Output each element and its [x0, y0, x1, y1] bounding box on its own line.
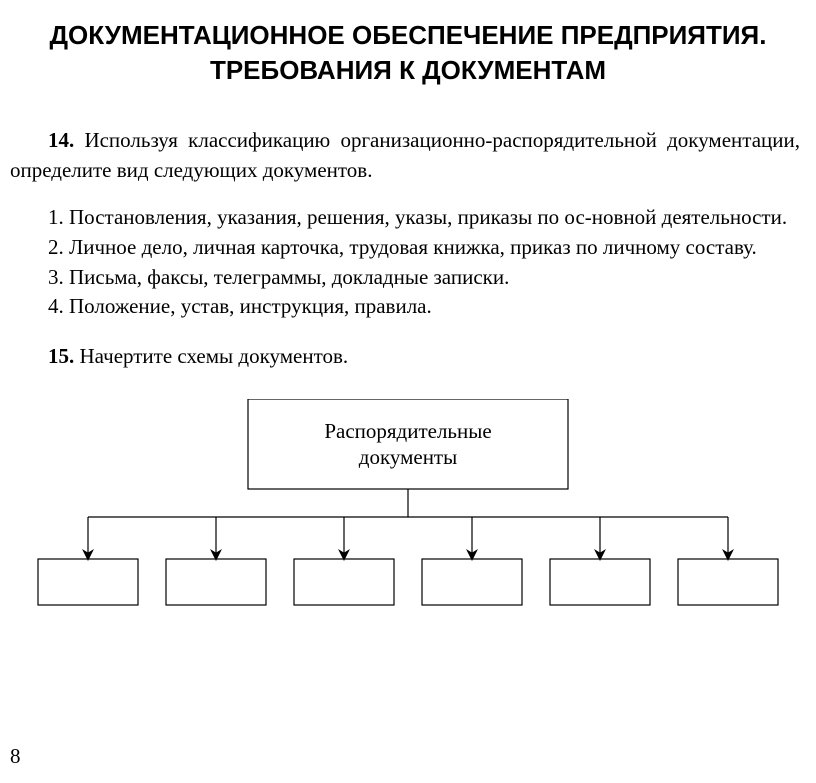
task15-intro: 15. Начертите схемы документов. — [48, 344, 806, 369]
list-item-text: 1. Постановления, указания, решения, ука… — [48, 205, 787, 229]
task15-text: Начертите схемы документов. — [74, 344, 348, 368]
task15-number: 15. — [48, 344, 74, 368]
list-item-text: 4. Положение, устав, инструкция, правила… — [48, 294, 432, 318]
task14-list: 1. Постановления, указания, решения, ука… — [10, 203, 800, 322]
list-item: 2. Личное дело, личная карточка, трудова… — [10, 233, 800, 263]
list-item: 1. Постановления, указания, решения, ука… — [10, 203, 800, 233]
list-item: 3. Письма, факсы, телеграммы, докладные … — [10, 263, 800, 293]
task14-intro: 14. Используя классификацию организацион… — [10, 126, 800, 185]
task14-number: 14. — [48, 128, 74, 152]
list-item-text: 2. Личное дело, личная карточка, трудова… — [48, 235, 757, 259]
svg-text:Распорядительные: Распорядительные — [324, 419, 491, 443]
list-item-text: 3. Письма, факсы, телеграммы, докладные … — [48, 265, 509, 289]
svg-text:документы: документы — [359, 445, 457, 469]
org-chart-diagram: Распорядительныедокументы — [28, 399, 788, 611]
page-title: ДОКУМЕНТАЦИОННОЕ ОБЕСПЕЧЕНИЕ ПРЕДПРИЯТИЯ… — [28, 18, 788, 88]
diagram-container: Распорядительныедокументы — [10, 399, 806, 611]
list-item: 4. Положение, устав, инструкция, правила… — [10, 292, 800, 322]
task14-text: Используя классификацию организационно-р… — [10, 128, 800, 181]
page-number: 8 — [10, 744, 21, 769]
